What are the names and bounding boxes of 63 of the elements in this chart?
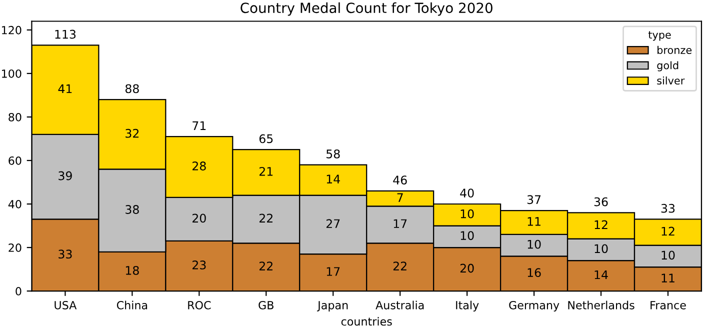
- chart-title: Country Medal Count for Tokyo 2020: [240, 2, 492, 16]
- x-tick-label: Japan: [317, 301, 348, 312]
- legend-label: silver: [657, 76, 685, 85]
- y-tick-label: 120: [2, 26, 22, 34]
- total-label: 65: [259, 134, 273, 144]
- total-label: 113: [55, 30, 76, 39]
- data-label: 11: [662, 274, 674, 282]
- data-label: 22: [259, 262, 272, 270]
- y-tick-label: 60: [8, 156, 22, 165]
- data-label: 14: [594, 270, 608, 280]
- data-label: 23: [192, 260, 206, 270]
- data-label: 41: [58, 84, 72, 94]
- legend-label: bronze: [658, 46, 692, 54]
- total-label: 46: [393, 176, 407, 184]
- data-label: 14: [326, 174, 340, 184]
- total-label: 58: [326, 149, 340, 158]
- x-tick-label: Germany: [509, 300, 560, 312]
- y-tick-label: 0: [16, 287, 22, 296]
- data-label: 10: [662, 250, 675, 260]
- data-label: 17: [326, 267, 340, 276]
- data-label: 28: [192, 162, 206, 170]
- data-label: 10: [594, 244, 608, 254]
- data-label: 38: [126, 205, 139, 214]
- x-tick-label: Netherlands: [568, 300, 634, 310]
- y-tick-label: 20: [8, 243, 22, 252]
- data-label: 32: [126, 128, 139, 138]
- total-label: 36: [594, 197, 608, 206]
- x-tick-label: France: [650, 301, 686, 310]
- data-label: 39: [58, 171, 72, 180]
- data-label: 20: [460, 264, 474, 273]
- data-label: 17: [394, 219, 407, 228]
- data-label: 10: [460, 209, 474, 218]
- x-tick-label: China: [116, 300, 148, 310]
- y-tick-label: 100: [2, 69, 22, 78]
- data-label: 22: [393, 262, 406, 270]
- x-tick-label: GB: [258, 300, 274, 310]
- x-tick-label: Australia: [376, 300, 424, 310]
- data-label: 21: [259, 166, 273, 176]
- legend-title: type: [648, 31, 671, 41]
- legend-label: gold: [657, 61, 678, 72]
- data-label: 22: [259, 214, 272, 222]
- data-label: 7: [397, 193, 403, 202]
- data-label: 27: [326, 219, 340, 228]
- data-label: 10: [460, 231, 474, 240]
- data-label: 18: [126, 266, 139, 275]
- y-tick-label: 40: [8, 200, 22, 208]
- total-label: 40: [460, 188, 474, 198]
- data-label: 12: [662, 226, 674, 236]
- data-label: 10: [528, 240, 541, 249]
- data-label: 12: [594, 220, 608, 230]
- total-label: 88: [125, 84, 139, 94]
- total-label: 71: [192, 121, 206, 130]
- data-label: 20: [192, 214, 206, 223]
- data-label: 16: [528, 268, 541, 278]
- x-tick-label: USA: [54, 300, 77, 310]
- total-label: 33: [661, 204, 675, 213]
- data-label: 33: [58, 250, 72, 259]
- total-label: 37: [527, 195, 541, 204]
- y-tick-label: 80: [8, 112, 22, 122]
- data-label: 11: [528, 217, 540, 226]
- x-tick-label: Italy: [456, 300, 479, 312]
- x-axis-title: countries: [341, 317, 392, 326]
- x-tick-label: ROC: [188, 300, 211, 310]
